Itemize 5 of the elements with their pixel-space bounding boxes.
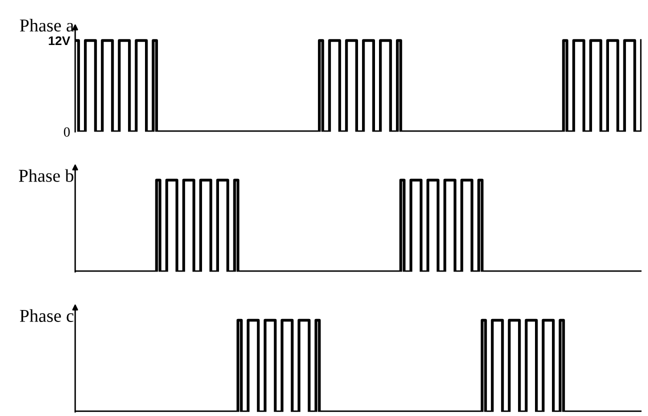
y-tick-label: 12V (48, 36, 70, 46)
y-axis-title: Phase c (20, 309, 74, 322)
y-axis-title: Phase a (20, 18, 74, 32)
y-tick-label: 0 (64, 127, 70, 137)
y-axis-title: Phase b (18, 169, 74, 182)
